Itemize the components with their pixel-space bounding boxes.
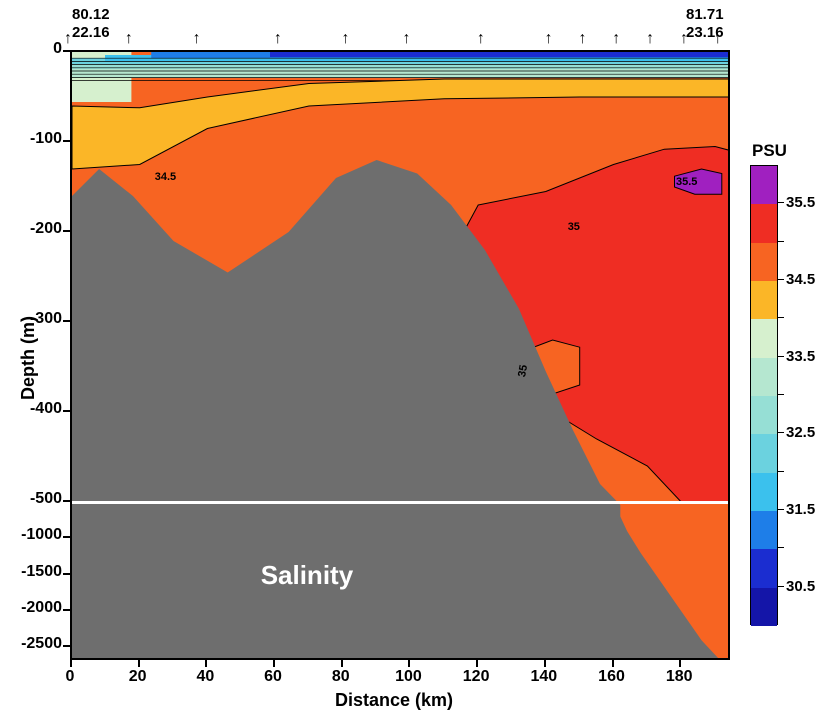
plot-area: Salinity 34.5 35 35 35.5	[70, 50, 730, 660]
colorbar-swatch	[751, 358, 777, 396]
station-arrow-icon: ↑	[64, 30, 72, 48]
station-arrow-icon: ↑	[477, 30, 485, 48]
tick-label: 0	[50, 668, 90, 686]
depth-break-line	[72, 501, 730, 504]
tick-label: -500	[7, 490, 62, 508]
colorbar-tick-label: 31.5	[786, 501, 815, 518]
tick-label: 180	[659, 668, 699, 686]
top-coordinate: 80.12	[72, 6, 110, 23]
contour-label: 35.5	[676, 176, 697, 188]
colorbar-swatch	[751, 434, 777, 472]
station-arrow-icon: ↑	[342, 30, 350, 48]
x-axis-label: Distance (km)	[335, 690, 453, 711]
station-arrow-icon: ↑	[125, 30, 133, 48]
colorbar-swatch	[751, 511, 777, 549]
colorbar-swatch	[751, 396, 777, 434]
colorbar-tick-label: 30.5	[786, 578, 815, 595]
tick-label: -1500	[7, 563, 62, 581]
colorbar-swatch	[751, 588, 777, 626]
colorbar-swatch	[751, 319, 777, 357]
tick-label: -400	[7, 400, 62, 418]
tick-label: -1000	[7, 526, 62, 544]
colorbar	[750, 165, 778, 625]
station-arrow-icon: ↑	[680, 30, 688, 48]
tick-label: -2000	[7, 599, 62, 617]
contour-label: 35	[568, 221, 580, 233]
station-arrow-icon: ↑	[612, 30, 620, 48]
top-coordinate: 81.71	[686, 6, 724, 23]
station-arrow-icon: ↑	[714, 30, 722, 48]
colorbar-swatch	[751, 473, 777, 511]
tick-label: 120	[456, 668, 496, 686]
tick-label: 160	[592, 668, 632, 686]
colorbar-swatch	[751, 549, 777, 587]
tick-label: 60	[253, 668, 293, 686]
colorbar-swatch	[751, 281, 777, 319]
salinity-label: Salinity	[261, 560, 353, 591]
station-arrow-icon: ↑	[274, 30, 282, 48]
colorbar-swatch	[751, 204, 777, 242]
colorbar-swatch	[751, 243, 777, 281]
tick-label: 100	[388, 668, 428, 686]
colorbar-tick-label: 33.5	[786, 348, 815, 365]
tick-label: 80	[321, 668, 361, 686]
tick-label: 20	[118, 668, 158, 686]
station-arrow-icon: ↑	[545, 30, 553, 48]
tick-label: 0	[7, 40, 62, 58]
colorbar-swatch	[751, 166, 777, 204]
top-coordinate: 22.16	[72, 24, 110, 41]
contour-label: 35	[516, 363, 530, 377]
colorbar-tick-label: 32.5	[786, 424, 815, 441]
tick-label: 140	[524, 668, 564, 686]
contour-label: 34.5	[155, 171, 176, 183]
colorbar-tick-label: 34.5	[786, 271, 815, 288]
station-arrow-icon: ↑	[193, 30, 201, 48]
station-arrow-icon: ↑	[578, 30, 586, 48]
plot-svg	[72, 52, 730, 660]
station-arrow-icon: ↑	[646, 30, 654, 48]
tick-label: -100	[7, 130, 62, 148]
salinity-section-figure: Salinity 34.5353535.5 PSU Distance (km) …	[0, 0, 821, 695]
tick-label: 40	[185, 668, 225, 686]
y-axis-label: Depth (m)	[18, 316, 39, 400]
station-arrow-icon: ↑	[402, 30, 410, 48]
tick-label: -300	[7, 310, 62, 328]
colorbar-title: PSU	[752, 141, 787, 161]
tick-label: -2500	[7, 635, 62, 653]
colorbar-tick-label: 35.5	[786, 194, 815, 211]
tick-label: -200	[7, 220, 62, 238]
